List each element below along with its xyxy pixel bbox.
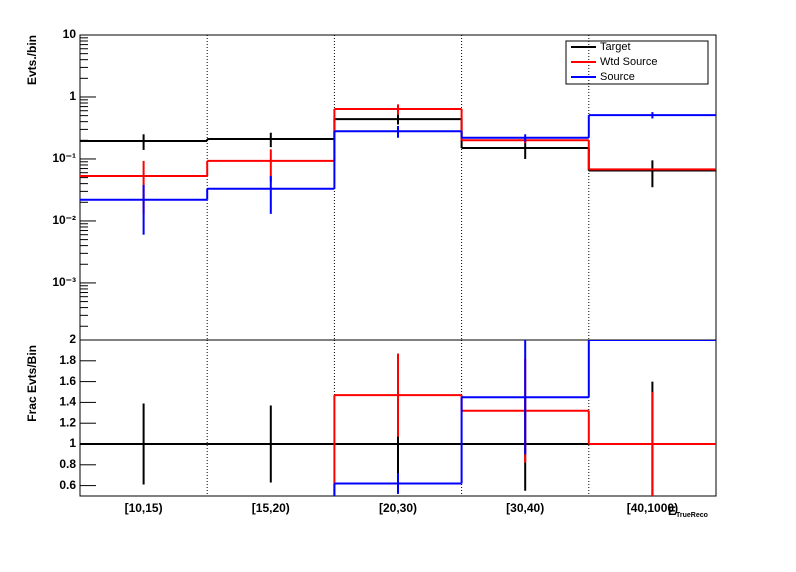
x-axis-title-main: E [668, 504, 676, 518]
x-axis-title-sub: TrueReco [676, 512, 708, 519]
bottom-frame [79, 339, 717, 497]
x-tick-label: [15,20) [252, 501, 290, 515]
x-tick-label: [10,15) [125, 501, 163, 515]
x-tick-label: [20,30) [379, 501, 417, 515]
y-tick-label: 1.6 [59, 374, 76, 388]
y-tick-label: 1.8 [59, 353, 76, 367]
y-axis-title: Frac Evts/Bin [25, 345, 39, 422]
legend-label: Source [600, 71, 635, 83]
y-tick-label: 1.4 [59, 395, 76, 409]
y-tick-label: 10⁻³ [52, 275, 76, 289]
y-tick-label: 10⁻² [52, 213, 76, 227]
x-axis-title: ETrueReco [668, 504, 708, 519]
y-tick-label: 10 [63, 27, 77, 41]
x-tick-label: [30,40) [506, 501, 544, 515]
legend-label: Target [600, 41, 631, 53]
y-tick-label: 0.8 [59, 457, 76, 471]
plot-area [80, 104, 716, 235]
x-tick-label: [40,1000) [627, 501, 678, 515]
legend-label: Wtd Source [600, 56, 657, 68]
y-tick-label: 0.6 [59, 478, 76, 492]
y-axis-title: Evts./bin [25, 35, 39, 85]
y-tick-label: 1 [69, 436, 76, 450]
y-tick-label: 2 [69, 332, 76, 346]
plot-area [80, 340, 716, 496]
y-tick-label: 10⁻¹ [52, 151, 76, 165]
y-tick-label: 1.2 [59, 415, 76, 429]
y-tick-label: 1 [69, 89, 76, 103]
